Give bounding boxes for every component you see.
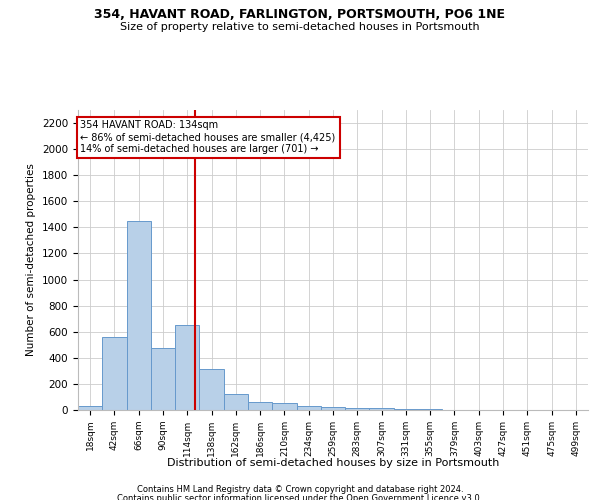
Bar <box>345 408 370 410</box>
Bar <box>127 221 151 410</box>
Bar <box>321 408 345 410</box>
Bar <box>370 408 394 410</box>
Bar <box>272 404 296 410</box>
Bar <box>102 337 127 410</box>
Y-axis label: Number of semi-detached properties: Number of semi-detached properties <box>26 164 37 356</box>
Bar <box>248 402 272 410</box>
Bar <box>394 409 418 410</box>
Bar <box>199 369 224 410</box>
Text: 354, HAVANT ROAD, FARLINGTON, PORTSMOUTH, PO6 1NE: 354, HAVANT ROAD, FARLINGTON, PORTSMOUTH… <box>95 8 505 20</box>
Text: Contains HM Land Registry data © Crown copyright and database right 2024.: Contains HM Land Registry data © Crown c… <box>137 485 463 494</box>
Bar <box>296 406 321 410</box>
Bar <box>151 348 175 410</box>
Text: Distribution of semi-detached houses by size in Portsmouth: Distribution of semi-detached houses by … <box>167 458 499 468</box>
Bar <box>175 325 199 410</box>
Text: 354 HAVANT ROAD: 134sqm
← 86% of semi-detached houses are smaller (4,425)
14% of: 354 HAVANT ROAD: 134sqm ← 86% of semi-de… <box>80 120 335 154</box>
Text: Contains public sector information licensed under the Open Government Licence v3: Contains public sector information licen… <box>118 494 482 500</box>
Bar <box>224 394 248 410</box>
Bar <box>78 406 102 410</box>
Text: Size of property relative to semi-detached houses in Portsmouth: Size of property relative to semi-detach… <box>120 22 480 32</box>
